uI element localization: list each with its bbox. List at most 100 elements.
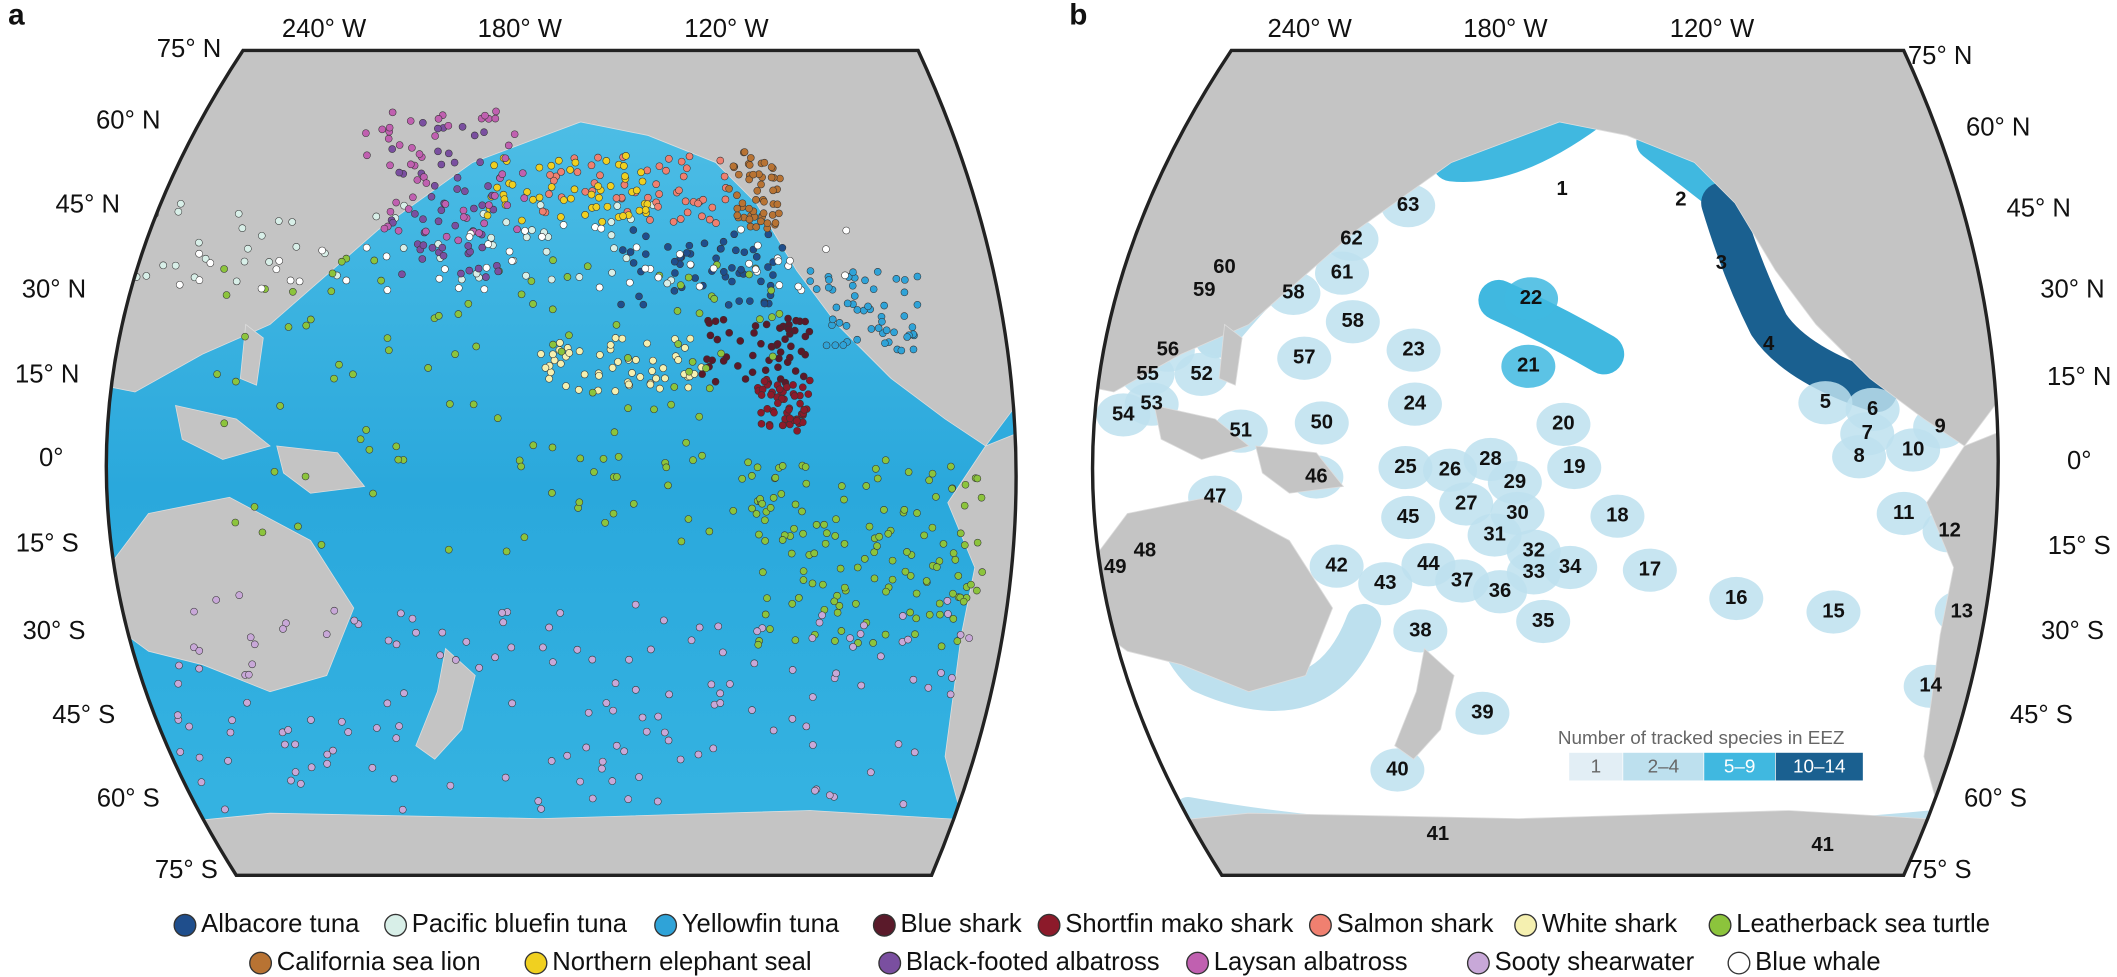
track-point [450, 158, 459, 167]
track-point [740, 148, 749, 156]
track-point [735, 297, 743, 305]
track-point [612, 741, 621, 750]
track-point [745, 270, 753, 279]
track-point [728, 277, 736, 286]
track-point [854, 639, 862, 647]
track-point [738, 474, 746, 483]
track-point [613, 202, 622, 210]
track-point [748, 706, 756, 714]
track-point [323, 750, 332, 759]
track-point [587, 161, 596, 170]
track-point [635, 773, 643, 781]
track-point [493, 183, 501, 192]
track-point [641, 206, 650, 214]
track-point [808, 634, 817, 642]
colorbar-bin [1568, 752, 1624, 782]
eez-label: 11 [1893, 502, 1914, 524]
track-point [761, 610, 770, 619]
track-point [436, 651, 444, 660]
eez-label: 20 [1552, 413, 1575, 435]
track-point [973, 474, 982, 483]
track-point [520, 194, 529, 202]
track-point [446, 781, 455, 790]
track-point [422, 227, 430, 236]
track-point [459, 206, 468, 215]
colorbar-bin [1775, 752, 1864, 782]
track-point [588, 388, 597, 397]
track-point [684, 515, 693, 523]
track-point [725, 329, 733, 337]
eez-zone [1876, 491, 1931, 536]
track-point [689, 456, 697, 464]
track-point [698, 451, 706, 460]
track-point [594, 182, 602, 190]
track-point [777, 490, 786, 498]
track-point [175, 661, 183, 670]
track-point [508, 699, 516, 708]
land [1092, 496, 1334, 693]
longitude-label: 120° W [1670, 15, 1755, 43]
track-point [766, 625, 774, 633]
track-point [869, 285, 878, 294]
track-point [619, 246, 627, 254]
track-point [508, 257, 516, 265]
track-point [726, 680, 734, 688]
track-point [767, 342, 776, 351]
track-point [654, 273, 663, 282]
track-point [287, 776, 295, 785]
eez-zone [1387, 382, 1442, 426]
eez-label: 3 [1716, 252, 1727, 274]
track-point [677, 537, 686, 546]
eez-label: 12 [1938, 519, 1961, 541]
track-point [284, 323, 293, 331]
track-point [652, 180, 660, 188]
track-point [716, 689, 724, 698]
track-point [494, 267, 502, 276]
track-point [681, 344, 689, 352]
track-point [745, 175, 753, 184]
track-point [716, 699, 725, 707]
track-point [491, 192, 499, 200]
track-point [406, 117, 415, 125]
track-point [725, 184, 733, 193]
track-point [677, 157, 686, 166]
legend-label: Leatherback sea turtle [1736, 910, 1990, 938]
eez-label: 49 [1104, 556, 1127, 578]
track-point [597, 224, 605, 233]
track-point [613, 473, 621, 481]
track-point [705, 215, 714, 224]
track-point [464, 242, 473, 250]
track-point [757, 420, 766, 428]
track-point [756, 315, 764, 323]
track-point [785, 405, 793, 414]
track-point [753, 463, 762, 472]
track-point [385, 346, 393, 355]
track-point [294, 522, 302, 531]
track-point [549, 350, 557, 359]
map-b [1092, 50, 1999, 876]
track-point [632, 186, 641, 195]
track-point [542, 247, 551, 256]
track-point [547, 275, 556, 284]
track-point [397, 609, 405, 618]
track-point [650, 405, 658, 414]
track-point [831, 341, 840, 350]
track-point [382, 252, 391, 261]
track-point [913, 300, 922, 309]
track-point [538, 207, 547, 216]
track-point [240, 257, 249, 266]
eez-label: 59 [1193, 279, 1216, 301]
track-point [383, 699, 392, 708]
track-point [224, 757, 232, 765]
track-point [408, 614, 417, 623]
track-point [751, 265, 760, 274]
legend-swatch [1727, 951, 1751, 975]
track-point [700, 239, 709, 248]
track-point [441, 200, 450, 208]
track-point [537, 350, 545, 358]
legend-label: Blue shark [901, 910, 1022, 938]
map-outline [1090, 48, 2000, 877]
eez-label: 31 [1483, 523, 1506, 545]
track-point [175, 280, 184, 289]
